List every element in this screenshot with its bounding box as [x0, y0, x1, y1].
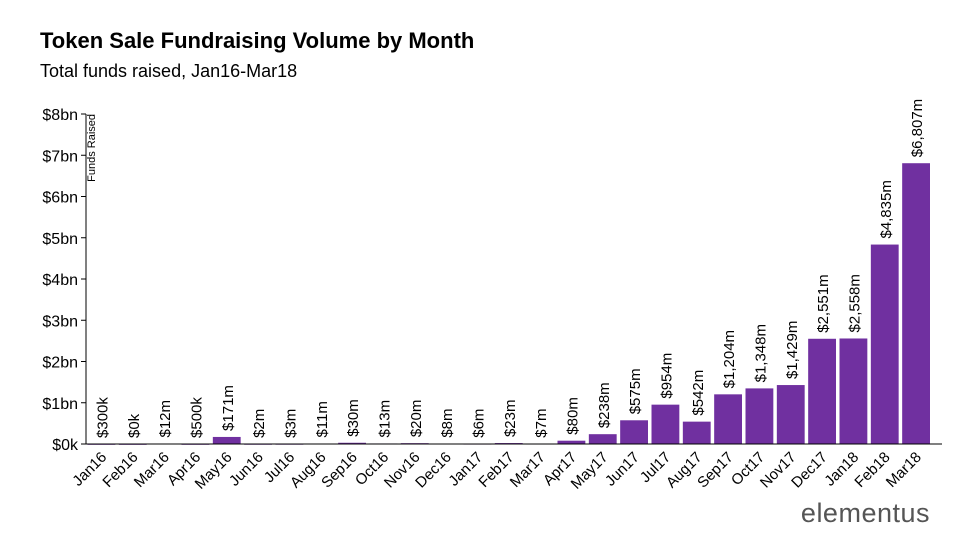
bar	[651, 404, 680, 444]
y-axis-label: Funds Raised	[86, 114, 98, 182]
y-tick-label: $3bn	[42, 313, 78, 330]
bar	[745, 388, 774, 444]
data-label: $1,204m	[721, 330, 738, 388]
data-label: $7m	[533, 409, 550, 438]
data-label: $2m	[251, 409, 268, 438]
x-tick-label: Mar18	[883, 449, 925, 491]
x-tick-label: Dec16	[412, 449, 455, 492]
y-tick-label: $0k	[52, 437, 79, 454]
chart-title: Token Sale Fundraising Volume by Month	[40, 28, 475, 53]
x-tick-label: Sep16	[318, 449, 361, 492]
data-label: $30m	[345, 399, 362, 437]
elementus-logo: elementus	[800, 498, 930, 528]
data-label: $1,429m	[784, 321, 801, 379]
data-label: $171m	[220, 385, 237, 431]
bar	[338, 442, 366, 444]
bar	[839, 338, 868, 444]
data-label: $12m	[157, 400, 174, 438]
data-label: $80m	[564, 397, 581, 435]
bar	[870, 244, 899, 444]
x-tick-label: Jun17	[602, 449, 643, 490]
data-label: $6,807m	[909, 99, 926, 157]
data-label: $23m	[502, 400, 519, 438]
x-tick-label: Jun16	[226, 449, 267, 490]
data-label: $300k	[94, 397, 111, 438]
y-tick-label: $6bn	[42, 190, 78, 207]
data-label: $20m	[408, 400, 425, 438]
bar	[776, 385, 805, 444]
data-label: $4,835m	[878, 180, 895, 238]
data-label: $954m	[658, 353, 675, 399]
data-label: $2,558m	[846, 274, 863, 332]
chart-subtitle: Total funds raised, Jan16-Mar18	[40, 61, 298, 81]
bar	[902, 163, 930, 444]
data-label: $11m	[314, 401, 331, 437]
data-label: $3m	[282, 409, 299, 438]
y-tick-label: $1bn	[42, 396, 78, 413]
bar	[212, 436, 241, 444]
y-tick-label: $7bn	[42, 148, 78, 165]
y-tick-label: $5bn	[42, 231, 78, 248]
data-label: $575m	[627, 368, 644, 414]
x-tick-label: Mar17	[507, 449, 549, 491]
data-label: $8m	[439, 408, 456, 437]
bar	[557, 440, 586, 444]
y-tick-label: $8bn	[42, 107, 78, 124]
y-tick-label: $2bn	[42, 355, 78, 372]
data-label: $0k	[126, 413, 143, 438]
x-tick-label: Mar16	[131, 449, 173, 491]
data-label: $1,348m	[752, 324, 769, 382]
data-label: $6m	[470, 409, 487, 438]
bar	[808, 338, 836, 444]
x-tick-label: Sep17	[694, 449, 737, 492]
data-label: $13m	[376, 400, 393, 438]
bar	[620, 420, 648, 444]
bar	[588, 434, 617, 444]
data-label: $542m	[690, 370, 707, 416]
data-label: $2,551m	[815, 274, 832, 332]
x-tick-label: Dec17	[788, 449, 831, 492]
bar	[682, 421, 711, 444]
data-label: $500k	[188, 397, 205, 438]
y-tick-label: $4bn	[42, 272, 78, 289]
data-label: $238m	[596, 382, 613, 428]
bar	[714, 394, 742, 444]
